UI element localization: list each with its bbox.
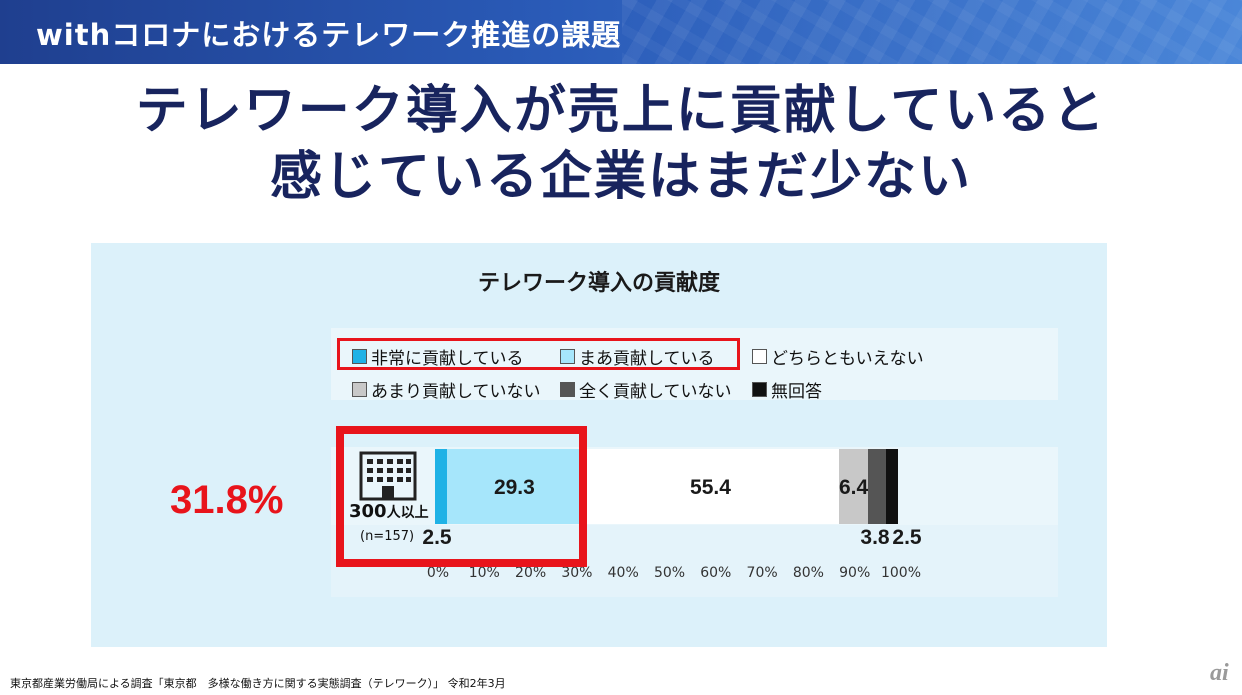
x-tick-4: 40% [607,565,639,581]
legend-item-4: あまり貢献していない [352,377,541,402]
legend-swatch-5 [560,382,575,397]
header-title: withコロナにおけるテレワーク推進の課題 [36,18,622,52]
legend-item-3: どちらともいえない [752,344,924,369]
building-icon [359,451,417,501]
highlight-total: 31.8% [170,478,284,522]
legend-swatch-2 [560,349,575,364]
bar-segment-3 [582,449,839,524]
legend-label-5: 全く貢献していない [579,382,732,402]
bar-segment-5 [868,449,886,524]
header-pattern [622,0,1242,64]
category-label-number: 300 [349,501,387,522]
source-note: 東京都産業労働局による調査「東京都 多様な働き方に関する実態調査（テレワーク）」… [10,677,506,690]
legend-item-1: 非常に貢献している [352,344,524,369]
legend-label-6: 無回答 [771,382,822,402]
x-tick-5: 50% [653,565,686,581]
headline: テレワーク導入が売上に貢献していると 感じている企業はまだ少ない [0,78,1242,210]
data-label-5: 3.8 [860,526,890,549]
ai-logo: ai [1210,660,1229,686]
category-n: (n=157) [360,529,415,544]
legend-item-5: 全く貢献していない [560,377,732,402]
data-label-1: 2.5 [422,526,452,549]
legend-swatch-6 [752,382,767,397]
x-tick-0: 0% [426,565,450,581]
x-tick-2: 20% [515,565,547,581]
category-label: 300人以上 [349,501,429,522]
legend-swatch-4 [352,382,367,397]
legend-label-1: 非常に貢献している [371,349,524,369]
x-tick-3: 30% [561,565,593,581]
legend-item-6: 無回答 [752,377,822,402]
data-label-2: 29.3 [493,476,535,499]
x-tick-6: 60% [700,565,732,581]
legend-item-2: まあ貢献している [560,344,715,369]
x-tick-9: 90% [839,565,871,581]
data-label-4: 6.4 [838,476,869,499]
legend-label-3: どちらともいえない [771,349,924,369]
data-label-6: 2.5 [892,526,922,549]
bar-segment-4 [838,449,869,524]
headline-line-1: テレワーク導入が売上に貢献していると [135,81,1107,141]
x-tick-1: 10% [468,565,500,581]
legend-label-2: まあ貢献している [579,349,715,369]
headline-line-2: 感じている企業はまだ少ない [269,147,972,207]
legend-label-4: あまり貢献していない [371,382,541,402]
highlight-frame [336,426,587,567]
legend-swatch-1 [352,349,367,364]
bar-segment-6 [885,449,898,524]
category-label-suffix: 人以上 [386,505,429,521]
bar-segment-2 [446,449,583,524]
legend-swatch-3 [752,349,767,364]
legend-highlight-frame [337,338,740,370]
data-label-3: 55.4 [690,476,731,499]
x-tick-10: 100% [880,565,922,581]
header-bar: withコロナにおけるテレワーク推進の課題 [0,0,1242,64]
chart-title: テレワーク導入の貢献度 [477,271,720,296]
x-tick-8: 80% [792,565,824,581]
bar-segment-1 [435,449,447,524]
x-tick-7: 70% [746,565,778,581]
